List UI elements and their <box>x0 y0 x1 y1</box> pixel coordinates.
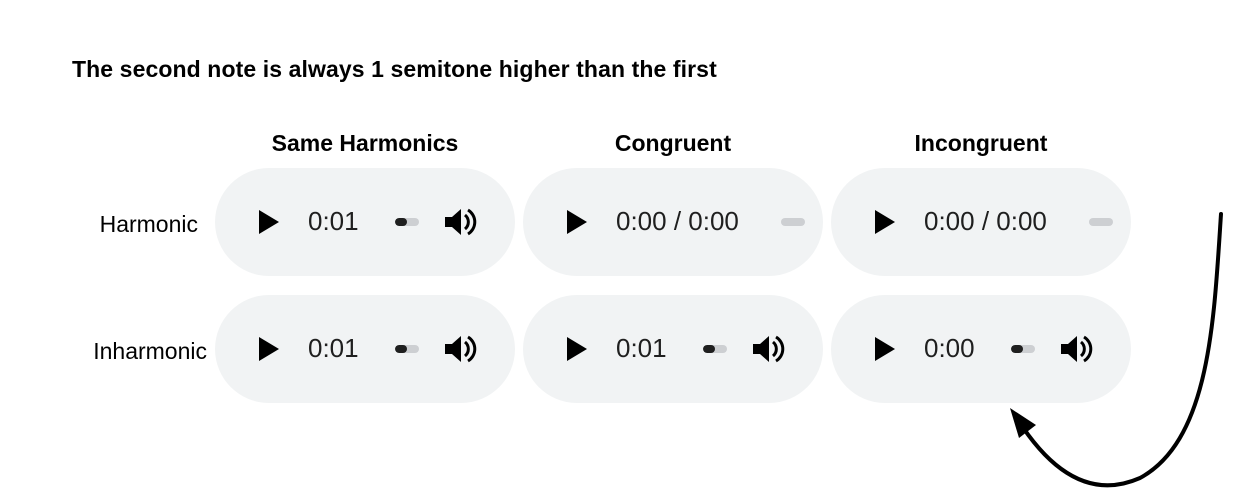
play-icon[interactable] <box>875 337 895 361</box>
progress-slider[interactable] <box>395 345 419 353</box>
time-display: 0:00 / 0:00 <box>924 206 1047 236</box>
progress-slider[interactable] <box>1089 218 1113 226</box>
time-display: 0:01 <box>308 333 359 363</box>
time-display: 0:00 / 0:00 <box>616 206 739 236</box>
audio-player-inharmonic-incongruent[interactable]: 0:00 <box>831 295 1131 403</box>
time-display: 0:01 <box>616 333 667 363</box>
progress-slider[interactable] <box>395 218 419 226</box>
audio-player-harmonic-congruent[interactable]: 0:00 / 0:00 <box>523 168 823 276</box>
volume-icon[interactable] <box>1059 332 1093 366</box>
column-header-incongruent: Incongruent <box>914 130 1048 156</box>
time-display: 0:01 <box>308 206 359 236</box>
audio-player-harmonic-same-harmonics[interactable]: 0:01 <box>215 168 515 276</box>
column-header-same-harmonics: Same Harmonics <box>271 130 459 156</box>
play-icon[interactable] <box>259 337 279 361</box>
progress-fill <box>395 218 407 226</box>
progress-fill <box>395 345 407 353</box>
progress-fill <box>703 345 715 353</box>
audio-player-harmonic-incongruent[interactable]: 0:00 / 0:00 <box>831 168 1131 276</box>
play-icon[interactable] <box>875 210 895 234</box>
volume-icon[interactable] <box>443 205 477 239</box>
time-display: 0:00 <box>924 333 975 363</box>
audio-player-inharmonic-congruent[interactable]: 0:01 <box>523 295 823 403</box>
progress-fill <box>1011 345 1023 353</box>
row-label-inharmonic: Inharmonic <box>93 338 207 364</box>
volume-icon[interactable] <box>443 332 477 366</box>
play-icon[interactable] <box>259 210 279 234</box>
progress-slider[interactable] <box>781 218 805 226</box>
volume-icon[interactable] <box>751 332 785 366</box>
page-heading: The second note is always 1 semitone hig… <box>72 56 717 82</box>
audio-player-inharmonic-same-harmonics[interactable]: 0:01 <box>215 295 515 403</box>
column-header-congruent: Congruent <box>614 130 732 156</box>
progress-slider[interactable] <box>1011 345 1035 353</box>
row-label-harmonic: Harmonic <box>99 211 198 237</box>
progress-slider[interactable] <box>703 345 727 353</box>
play-icon[interactable] <box>567 210 587 234</box>
play-icon[interactable] <box>567 337 587 361</box>
